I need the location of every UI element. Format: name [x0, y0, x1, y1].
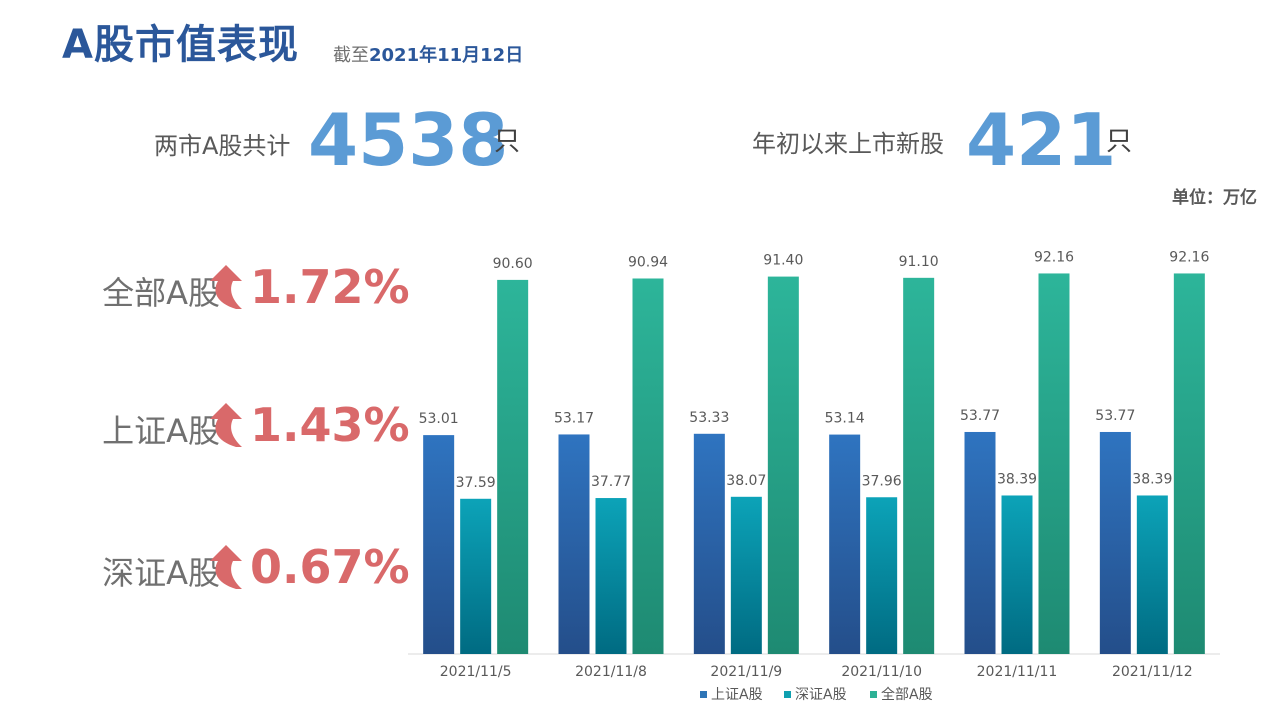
- curved-up-arrow-icon: [210, 403, 242, 447]
- bar-sz: [866, 497, 898, 654]
- data-label-sz: 37.77: [591, 474, 631, 490]
- data-label-all: 91.40: [763, 253, 803, 269]
- data-label-all: 92.16: [1034, 249, 1074, 265]
- data-label-all: 92.16: [1169, 249, 1209, 265]
- change-row-sh: 上证A股 1.43%: [60, 398, 420, 458]
- total-stocks-unit: 只: [494, 127, 521, 157]
- change-value-sz: 0.67%: [250, 540, 410, 594]
- bar-sh: [964, 431, 996, 654]
- x-tick-label: 2021/11/10: [841, 664, 922, 680]
- data-label-all: 90.60: [493, 256, 533, 272]
- bar-sz: [595, 498, 627, 654]
- change-label-all: 全部A股: [102, 274, 220, 312]
- bar-sz: [1136, 495, 1168, 654]
- data-label-sh: 53.17: [554, 410, 594, 426]
- x-tick-label: 2021/11/8: [575, 664, 647, 680]
- data-label-sh: 53.77: [1095, 408, 1135, 424]
- unit-note: 单位：万亿: [1172, 188, 1257, 208]
- change-label-sz: 深证A股: [102, 554, 220, 592]
- bar-sh: [829, 434, 861, 654]
- bar-all: [767, 276, 799, 654]
- data-label-sz: 38.39: [1132, 471, 1172, 487]
- data-label-sz: 38.07: [726, 473, 766, 489]
- data-label-sz: 38.39: [997, 471, 1037, 487]
- bar-sh: [693, 433, 725, 654]
- data-label-all: 91.10: [899, 254, 939, 270]
- bar-all: [1173, 273, 1205, 654]
- legend-swatch-sh: [700, 691, 707, 698]
- total-stocks-label: 两市A股共计: [154, 132, 291, 160]
- total-stocks-value: 4538: [308, 98, 509, 182]
- bar-sz: [1001, 495, 1033, 654]
- bar-sz: [730, 496, 762, 654]
- as-of-date-value: 2021年11月12日: [369, 45, 524, 66]
- as-of-date: 截至2021年11月12日: [333, 41, 523, 67]
- new-listings-label: 年初以来上市新股: [752, 130, 944, 158]
- as-of-prefix: 截至: [333, 45, 369, 66]
- bar-sh: [558, 434, 590, 654]
- curved-up-arrow-icon: [210, 545, 242, 589]
- new-listings-unit: 只: [1106, 127, 1133, 157]
- change-row-sz: 深证A股 0.67%: [60, 540, 420, 600]
- data-label-sh: 53.14: [825, 411, 865, 427]
- legend-label-sz: 深证A股: [795, 687, 847, 703]
- page-title: A股市值表现: [62, 22, 299, 68]
- legend-label-sh: 上证A股: [711, 687, 763, 703]
- plot-area: 53.01 37.59 90.60 2021/11/5 53.17 37.77 90.94 2…: [408, 249, 1220, 703]
- bar-sz: [460, 498, 492, 654]
- data-label-sh: 53.77: [960, 408, 1000, 424]
- bar-all: [497, 279, 529, 654]
- new-listings-value: 421: [966, 98, 1117, 182]
- legend-label-all: 全部A股: [881, 686, 933, 703]
- change-label-sh: 上证A股: [102, 412, 220, 450]
- x-tick-label: 2021/11/12: [1112, 664, 1193, 680]
- market-cap-bar-chart: 53.01 37.59 90.60 2021/11/5 53.17 37.77 90.94 2…: [408, 249, 1220, 703]
- x-tick-label: 2021/11/9: [710, 664, 782, 680]
- x-tick-label: 2021/11/5: [440, 664, 512, 680]
- legend-swatch-sz: [784, 691, 791, 698]
- curved-up-arrow-icon: [210, 265, 242, 309]
- bar-all: [632, 278, 664, 654]
- bar-all: [1038, 273, 1070, 654]
- legend-swatch-all: [870, 691, 877, 698]
- change-row-all: 全部A股 1.72%: [60, 260, 420, 320]
- data-label-sz: 37.96: [862, 473, 902, 489]
- bar-sh: [1099, 431, 1131, 654]
- data-label-sh: 53.01: [419, 411, 459, 427]
- change-value-all: 1.72%: [250, 260, 410, 314]
- x-tick-label: 2021/11/11: [977, 664, 1058, 680]
- data-label-all: 90.94: [628, 254, 668, 270]
- bar-sh: [423, 435, 455, 654]
- data-label-sh: 53.33: [689, 410, 729, 426]
- change-value-sh: 1.43%: [250, 398, 410, 452]
- data-label-sz: 37.59: [456, 475, 496, 491]
- bar-all: [903, 277, 935, 654]
